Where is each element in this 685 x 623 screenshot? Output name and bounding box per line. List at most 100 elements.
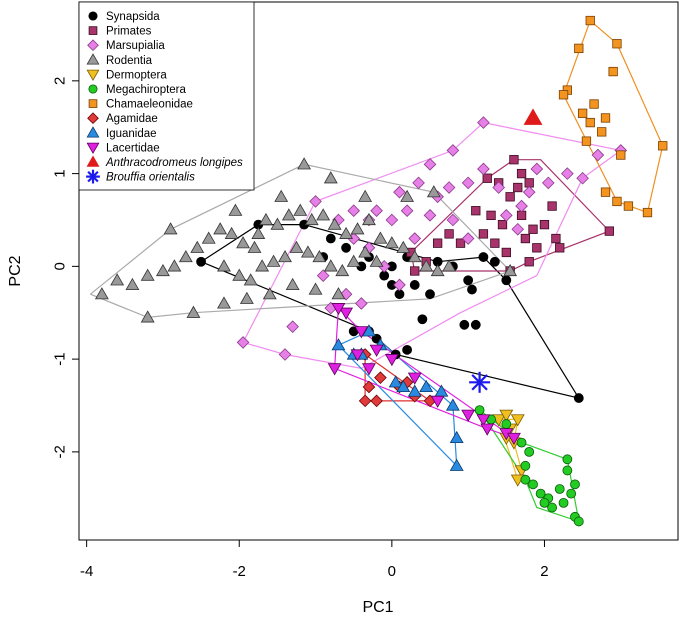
point-lacertidae bbox=[507, 432, 521, 446]
series-brouffia-orientalis bbox=[469, 371, 491, 393]
point-marsupialia bbox=[591, 148, 605, 162]
point-rodentia bbox=[251, 226, 266, 239]
point-synapsida bbox=[409, 280, 420, 290]
point-chamaeleonidae bbox=[558, 90, 569, 100]
point-rodentia bbox=[304, 212, 319, 226]
point-marsupialia bbox=[522, 185, 536, 199]
legend-label-rodentia: Rodentia bbox=[106, 55, 153, 67]
point-primates bbox=[497, 219, 508, 230]
point-iguanidae bbox=[396, 379, 411, 393]
series-megachiroptera bbox=[474, 405, 584, 527]
point-chamaeleonidae bbox=[608, 66, 618, 77]
point-primates bbox=[555, 243, 565, 253]
point-agamidae bbox=[358, 394, 372, 408]
point-marsupialia bbox=[461, 232, 475, 245]
point-rodentia bbox=[163, 222, 178, 235]
point-chamaeleonidae bbox=[577, 108, 588, 118]
point-primates bbox=[455, 238, 466, 248]
point-megachiroptera bbox=[562, 465, 573, 476]
point-primates bbox=[410, 266, 420, 276]
point-marsupialia bbox=[442, 181, 456, 194]
point-rodentia bbox=[335, 263, 350, 277]
point-chamaeleonidae bbox=[585, 15, 595, 26]
point-rodentia bbox=[262, 287, 277, 300]
series-marsupialia bbox=[236, 116, 628, 361]
point-iguanidae bbox=[445, 398, 460, 411]
point-megachiroptera bbox=[528, 479, 538, 490]
series-lacertidae bbox=[327, 303, 521, 446]
point-rodentia bbox=[327, 217, 342, 230]
point-rodentia bbox=[255, 259, 270, 272]
point-marsupialia bbox=[461, 176, 475, 190]
point-marsupialia bbox=[492, 181, 505, 194]
point-rodentia bbox=[217, 259, 231, 272]
point-primates bbox=[486, 210, 496, 220]
point-dermoptera bbox=[510, 414, 525, 427]
point-chamaeleonidae bbox=[600, 187, 611, 197]
legend-marker-rodentia bbox=[86, 53, 100, 65]
y-tick-label: -1 bbox=[51, 352, 68, 365]
point-chamaeleonidae bbox=[623, 201, 634, 211]
hull-agamidae bbox=[364, 354, 432, 402]
series-anthracodromeus-longipes bbox=[523, 108, 543, 125]
point-chamaeleonidae bbox=[658, 141, 668, 151]
point-megachiroptera bbox=[558, 497, 569, 508]
point-marsupialia bbox=[347, 204, 361, 218]
point-rodentia bbox=[247, 240, 262, 253]
point-lacertidae bbox=[480, 423, 495, 436]
point-marsupialia bbox=[400, 204, 414, 218]
point-rodentia bbox=[140, 268, 155, 281]
point-rodentia bbox=[224, 226, 239, 239]
point-rodentia bbox=[308, 282, 323, 295]
point-rodentia bbox=[270, 217, 285, 230]
legend-label-agamidae: Agamidae bbox=[106, 113, 158, 125]
point-iguanidae bbox=[331, 338, 346, 351]
point-rodentia bbox=[358, 245, 373, 258]
point-lacertidae bbox=[354, 326, 369, 339]
legend-marker-agamidae bbox=[87, 112, 99, 125]
point-synapsida bbox=[402, 344, 413, 355]
point-rodentia bbox=[236, 236, 250, 249]
point-megachiroptera bbox=[566, 488, 577, 499]
point-rodentia bbox=[281, 208, 296, 221]
point-rodentia bbox=[419, 259, 434, 272]
point-lacertidae bbox=[430, 395, 445, 408]
y-tick-label: -2 bbox=[51, 445, 68, 458]
y-tick-label: 0 bbox=[51, 262, 68, 270]
legend-label-synapsida: Synapsida bbox=[106, 11, 160, 23]
point-primates bbox=[490, 238, 500, 248]
point-primates bbox=[501, 247, 511, 258]
point-marsupialia bbox=[408, 232, 422, 245]
point-rodentia bbox=[407, 250, 422, 263]
point-rodentia bbox=[167, 259, 182, 272]
point-rodentia bbox=[259, 212, 273, 226]
point-synapsida bbox=[470, 319, 481, 330]
point-chamaeleonidae bbox=[574, 43, 584, 54]
point-chamaeleonidae bbox=[642, 207, 653, 218]
point-megachiroptera bbox=[520, 474, 531, 485]
point-marsupialia bbox=[423, 158, 437, 171]
point-chamaeleonidae bbox=[612, 39, 622, 49]
x-tick-label: -4 bbox=[80, 563, 93, 580]
point-rodentia bbox=[190, 240, 205, 253]
point-rodentia bbox=[369, 254, 384, 267]
point-lacertidae bbox=[327, 363, 342, 376]
point-synapsida bbox=[478, 252, 489, 262]
point-rodentia bbox=[350, 222, 365, 235]
point-synapsida bbox=[467, 284, 477, 295]
point-marsupialia bbox=[236, 336, 250, 349]
legend-label-brouffia-orientalis: Brouffia orientalis bbox=[106, 172, 195, 184]
point-rodentia bbox=[339, 226, 354, 239]
point-iguanidae bbox=[449, 458, 464, 471]
legend-marker-anthracodromeus-longipes bbox=[86, 155, 100, 167]
point-agamidae bbox=[370, 394, 383, 408]
point-marsupialia bbox=[541, 176, 555, 190]
point-lacertidae bbox=[331, 303, 346, 316]
point-chamaeleonidae bbox=[585, 117, 595, 128]
point-marsupialia bbox=[309, 195, 322, 208]
point-megachiroptera bbox=[562, 454, 573, 465]
point-rodentia bbox=[331, 287, 346, 300]
point-primates bbox=[528, 224, 538, 234]
x-tick-label: 0 bbox=[388, 563, 396, 580]
point-megachiroptera bbox=[474, 405, 485, 416]
